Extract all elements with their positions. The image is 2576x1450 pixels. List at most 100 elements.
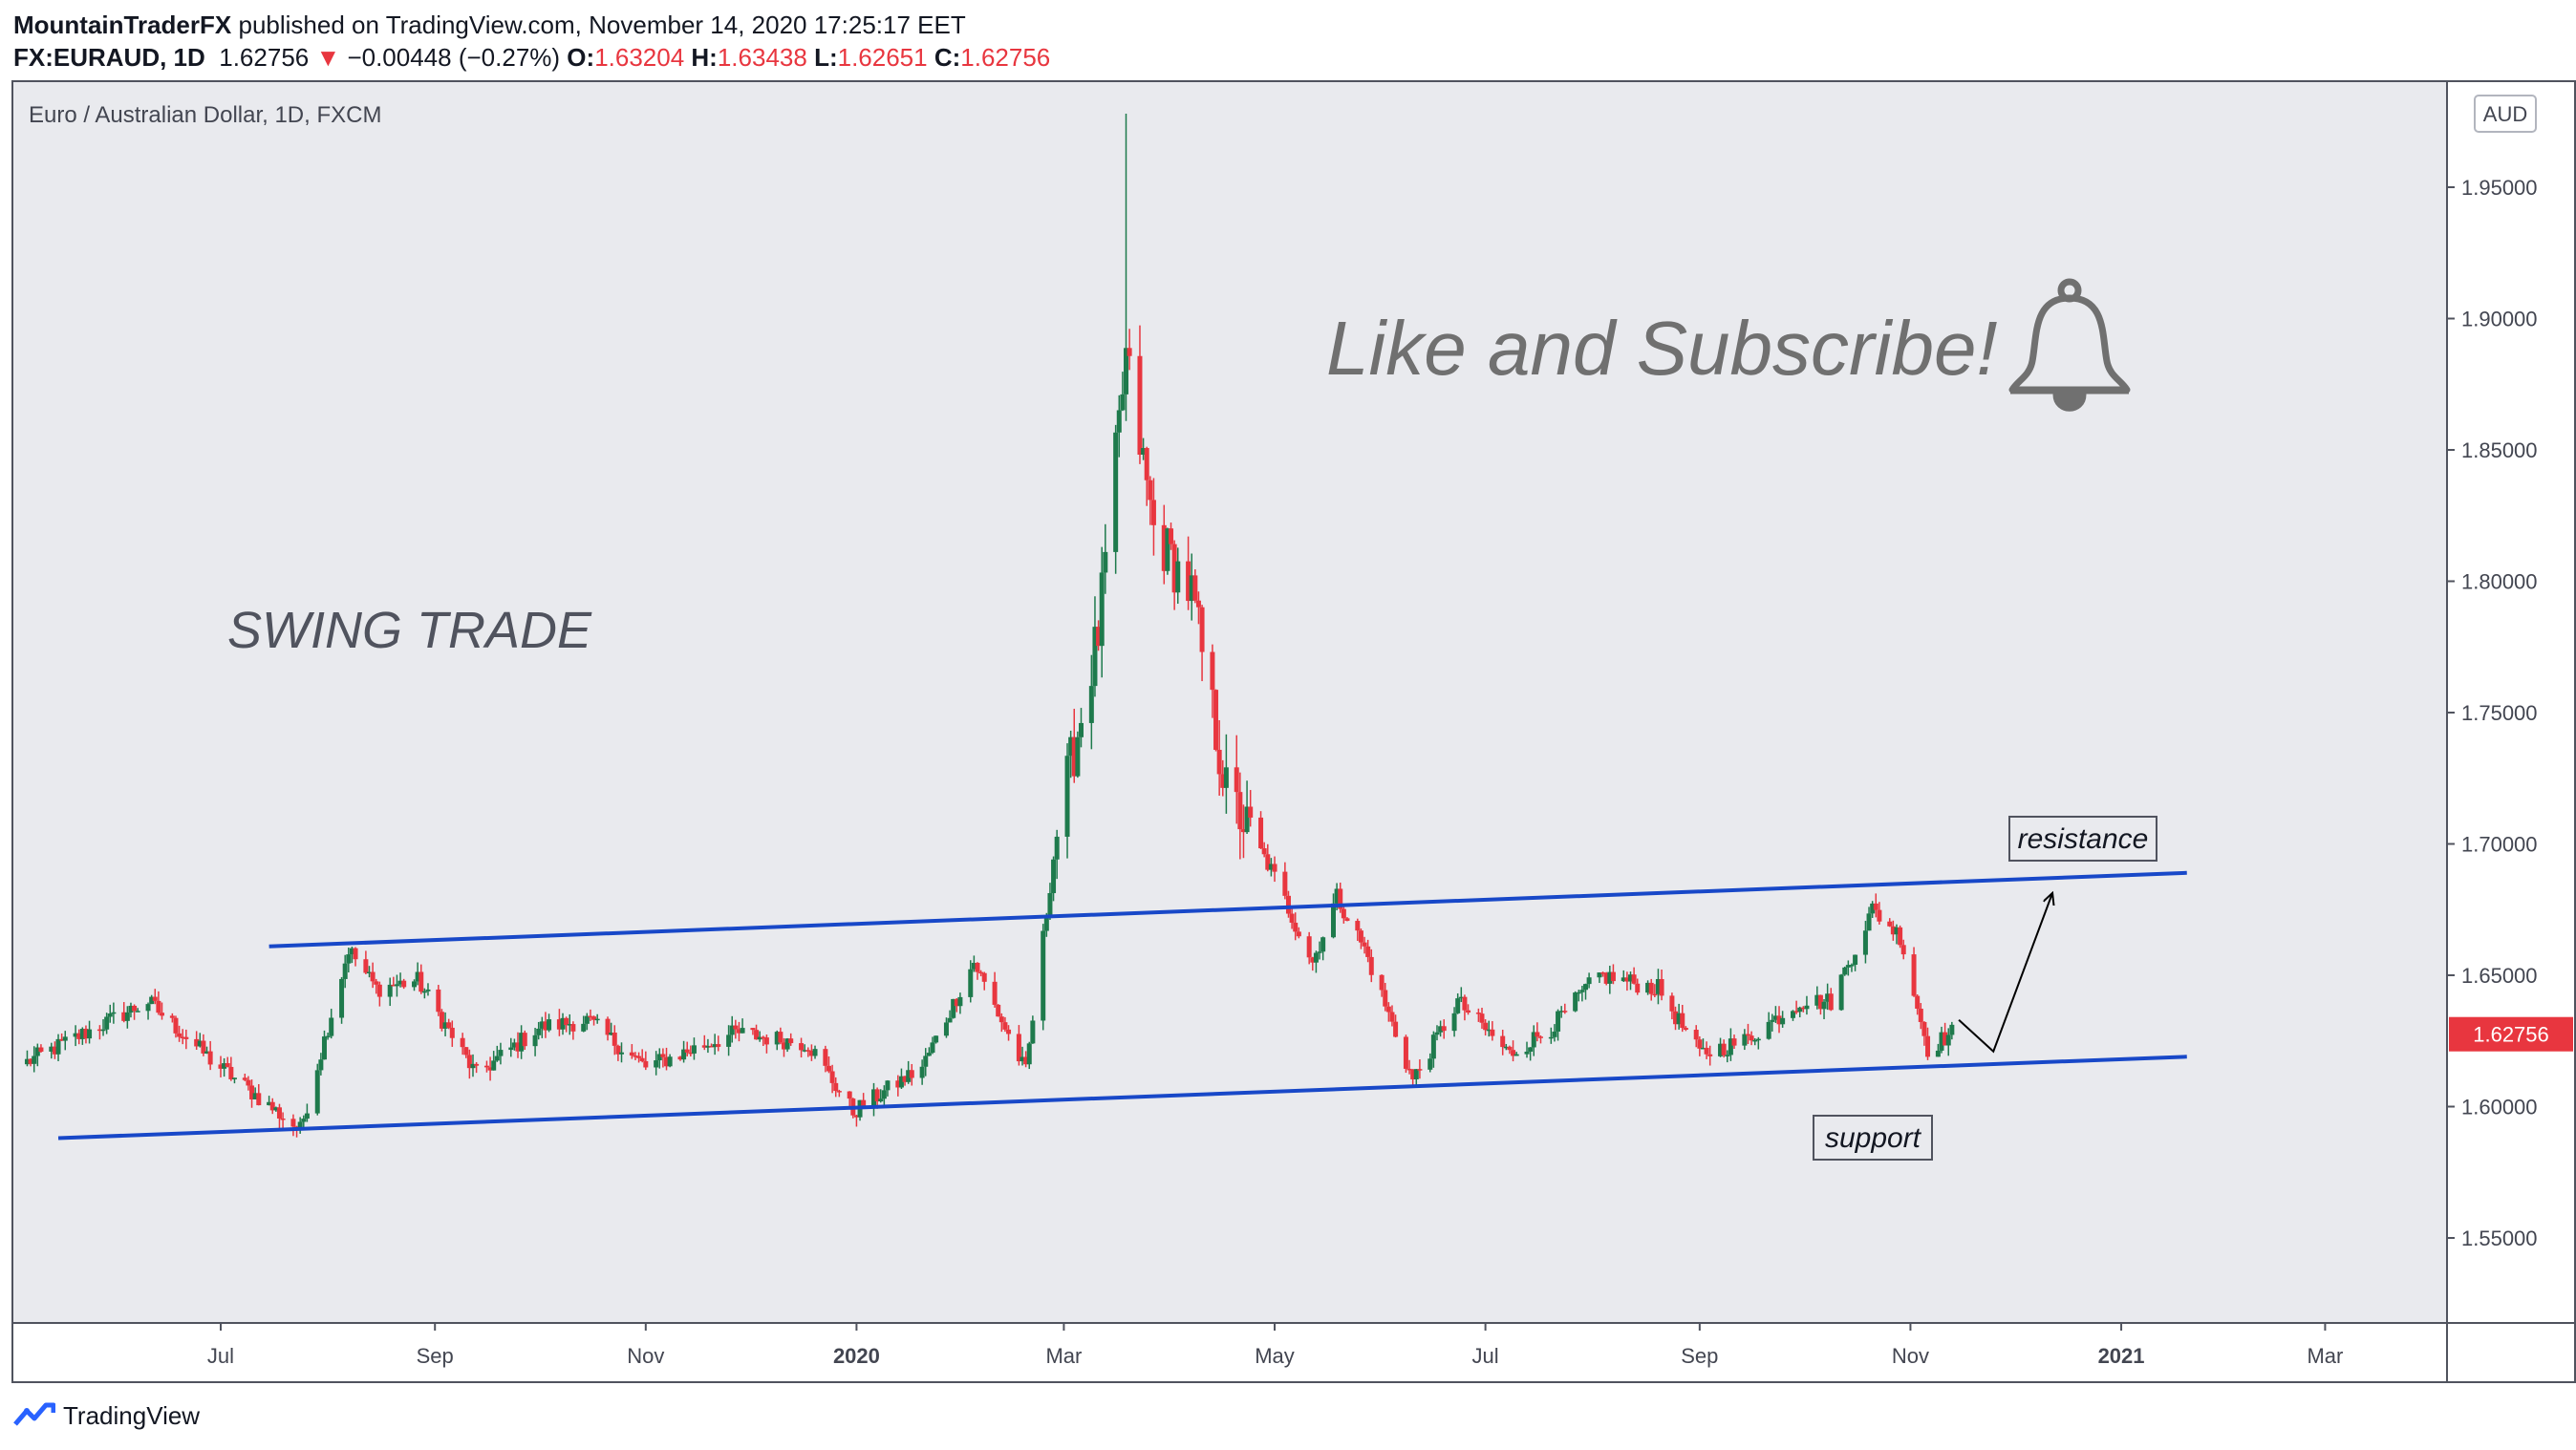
candle-up <box>919 1066 925 1078</box>
candle-down <box>1475 1013 1481 1014</box>
y-tick-label: 1.95000 <box>2461 176 2538 200</box>
candle-up <box>1645 982 1651 993</box>
candle-down <box>1023 1056 1029 1065</box>
candle-down <box>805 1050 811 1052</box>
candle-up <box>1853 954 1858 966</box>
swing-trade-text: SWING TRADE <box>227 602 592 659</box>
candle-up <box>145 1004 151 1012</box>
publisher-name[interactable]: MountainTraderFX <box>13 11 232 39</box>
currency-badge[interactable]: AUD <box>2474 95 2537 133</box>
candle-down <box>799 1043 805 1051</box>
candle-down <box>1631 974 1637 984</box>
candle-up <box>1728 1038 1733 1056</box>
candle-down <box>401 980 407 988</box>
resistance-label: resistance <box>2008 816 2157 862</box>
candle-up <box>107 1013 113 1017</box>
resistance-label-text: resistance <box>2018 823 2149 855</box>
candle-up <box>1047 893 1053 916</box>
candle-up <box>1030 1020 1036 1044</box>
candle-up <box>1103 551 1108 573</box>
candle-up <box>957 996 963 1007</box>
candle-down <box>483 1065 489 1068</box>
support-trendline[interactable] <box>57 1055 2187 1141</box>
candle-down <box>180 1036 185 1039</box>
x-tick-label: Jul <box>207 1344 234 1368</box>
candle-down <box>1216 749 1222 775</box>
candle-up <box>508 1047 514 1051</box>
candle-up <box>567 1024 572 1026</box>
candle-up <box>1043 915 1049 931</box>
candle-down <box>1293 922 1299 932</box>
candle-down <box>778 1032 784 1043</box>
candle-down <box>1887 921 1893 927</box>
x-tick-label: Nov <box>627 1344 664 1368</box>
chart-title: Euro / Australian Dollar, 1D, FXCM <box>29 102 381 128</box>
candle-down <box>1006 1029 1012 1034</box>
candle-down <box>1127 348 1132 356</box>
x-tick-label: Mar <box>2307 1344 2343 1368</box>
candle-down <box>1403 1036 1408 1069</box>
candle-down <box>152 996 158 1001</box>
candle-down <box>1161 524 1167 571</box>
projection-arrow[interactable] <box>1958 894 2052 1054</box>
symbol-label[interactable]: FX:EURAUD, 1D <box>13 43 205 72</box>
candle-down <box>121 1012 127 1021</box>
candle-up <box>971 962 977 970</box>
candle-up <box>1866 913 1872 931</box>
candle-up <box>1655 978 1661 994</box>
candle-down <box>1210 651 1215 691</box>
candle-down <box>1234 767 1239 793</box>
candle-down <box>1925 1035 1931 1057</box>
candle-up <box>1870 903 1876 914</box>
candle-down <box>1220 774 1226 788</box>
candle-up <box>1797 1007 1803 1013</box>
candle-down <box>515 1042 521 1052</box>
candle-down <box>1915 995 1921 1009</box>
resistance-trendline[interactable] <box>268 870 2187 949</box>
candle-up <box>1113 432 1119 552</box>
candle-up <box>560 1017 566 1030</box>
x-axis-ticks: Jul Sep Nov 2020 Mar May Jul Sep Nov 2021 Mar <box>207 1323 2343 1368</box>
candle-down <box>754 1030 760 1040</box>
close-label: C: <box>934 43 961 72</box>
candle-up <box>397 980 403 985</box>
candle-down <box>716 1044 721 1047</box>
candle-down <box>1749 1035 1754 1041</box>
bell-icon <box>2008 278 2131 412</box>
publish-info: published on TradingView.com, November 1… <box>238 11 966 39</box>
open-label: O: <box>567 43 595 72</box>
candle-up <box>412 981 418 988</box>
candle-down <box>280 1118 286 1120</box>
candle-down <box>1479 1013 1485 1023</box>
candle-up <box>252 1093 258 1099</box>
candle-up <box>394 984 399 987</box>
candle-up <box>1120 394 1126 411</box>
candle-down <box>1693 1030 1699 1040</box>
candle-up <box>1020 1056 1025 1062</box>
candle-down <box>1362 942 1367 947</box>
candle-down <box>276 1107 282 1119</box>
candle-down <box>1296 931 1301 937</box>
candle-up <box>1531 1032 1536 1048</box>
candle-up <box>1780 1017 1786 1025</box>
candle-up <box>124 1012 130 1021</box>
candle-up <box>885 1080 891 1091</box>
candle-down <box>1731 1038 1737 1046</box>
candle-up <box>1586 977 1592 985</box>
candle-up <box>1755 1038 1761 1041</box>
candle-up <box>128 1005 134 1013</box>
y-tick-label: 1.80000 <box>2461 570 2538 594</box>
candle-up <box>878 1098 884 1102</box>
candle-down <box>1817 994 1823 1010</box>
candle-up <box>55 1038 61 1055</box>
candle-down <box>1635 983 1641 993</box>
candle-up <box>1700 1047 1706 1050</box>
candle-up <box>24 1058 30 1065</box>
candle-up <box>1582 984 1588 991</box>
candle-down <box>998 1016 1004 1023</box>
footer-brand[interactable]: TradingView <box>13 1397 200 1435</box>
candle-down <box>370 971 376 982</box>
candle-down <box>132 1005 138 1012</box>
candle-down <box>1237 792 1243 830</box>
